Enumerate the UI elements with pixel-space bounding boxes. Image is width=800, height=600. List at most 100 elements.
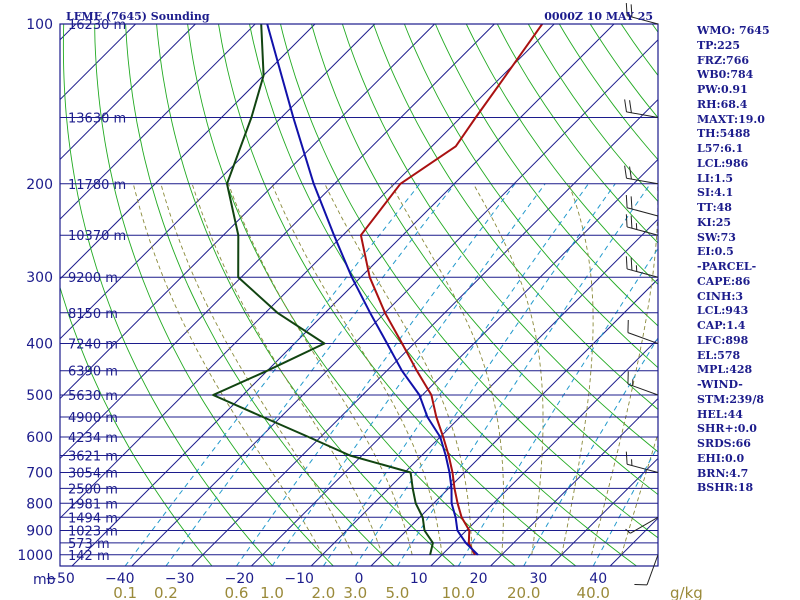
isotherm-line (60, 24, 555, 519)
wind-barb (625, 195, 659, 217)
index-item: PW:0.91 (697, 83, 748, 96)
index-item: SI:4.1 (697, 186, 734, 200)
barb-staff (627, 383, 659, 396)
height-label: 2500 m (68, 482, 118, 497)
dry-adiabat-line (434, 24, 658, 327)
sounding-time: 0000Z 10 MAY 25 (544, 10, 653, 23)
barb-flag (630, 215, 633, 229)
moist-adiabat-line (591, 183, 658, 555)
mixing-ratio-line (271, 183, 546, 566)
dry-adiabat-line (465, 24, 658, 286)
height-label: 10370 m (68, 229, 126, 244)
barb-staff (626, 268, 659, 278)
index-item: WMO: 7645 (697, 24, 770, 37)
pressure-tick-label: 800 (26, 496, 53, 512)
dry-adiabat-line (249, 24, 637, 566)
mixing-ratio-line (354, 183, 616, 566)
height-label: 13630 m (68, 111, 126, 126)
index-item: CINH:3 (697, 289, 744, 303)
index-item: MPL:428 (697, 363, 753, 377)
barb-staff (626, 111, 659, 118)
dry-adiabat-line (187, 24, 516, 566)
temperature-trace (359, 24, 544, 556)
wind-barb (625, 3, 659, 25)
pressure-tick-label: 500 (26, 388, 53, 404)
mixing-ratio-line (124, 183, 421, 566)
index-item: CAP:1.4 (697, 319, 746, 332)
index-item: LFC:898 (697, 333, 749, 347)
isotherm-line (550, 457, 658, 566)
temperature-tick-label: 30 (529, 571, 547, 587)
index-item: BSHR:18 (697, 481, 754, 495)
index-item: TH:5488 (697, 127, 751, 141)
index-item: -WIND- (697, 378, 743, 391)
dry-adiabat-line (125, 24, 395, 566)
pressure-unit-label: mb (33, 572, 56, 588)
index-item: KI:25 (697, 215, 732, 229)
index-item: TT:48 (697, 201, 732, 214)
index-item: SW:73 (697, 230, 736, 244)
barb-flag (630, 4, 633, 18)
dry-adiabat-line (372, 24, 658, 411)
temperature-tick-label: −20 (225, 571, 255, 587)
temperature-tick-label: 10 (410, 571, 428, 587)
isotherm-line (430, 338, 658, 566)
height-label: 573 m (68, 537, 110, 552)
sounding-traces (212, 24, 544, 556)
mixing-ratio-tick-label: 0.2 (154, 584, 178, 600)
index-item: SRDS:66 (697, 437, 751, 450)
isotherm-line (60, 24, 196, 161)
pressure-tick-label: 300 (26, 270, 53, 286)
height-label: 1023 m (68, 524, 118, 539)
barb-staff (626, 226, 659, 236)
mixing-ratio-tick-label: 0.6 (225, 584, 249, 600)
isotherm-line (60, 24, 435, 400)
dry-adiabat-line (341, 24, 658, 453)
wind-barb (625, 516, 659, 534)
pressure-tick-label: 900 (26, 523, 53, 539)
barb-flag (629, 100, 632, 113)
dry-adiabat-line (60, 285, 213, 566)
index-item: SHR+:0.0 (697, 422, 757, 436)
mixing-ratio-tick-label: 40.0 (577, 584, 610, 600)
stability-indices-panel: WMO: 7645 TP:225 FRZ:766 WB0:784 PW:0.91 RH:6… (697, 24, 797, 496)
height-label: 7240 m (68, 338, 118, 353)
dry-adiabat-line (218, 24, 577, 566)
mixing-ratio-line (523, 337, 658, 566)
wind-barb (634, 554, 659, 586)
index-item: BRN:4.7 (697, 466, 749, 480)
barb-staff (630, 516, 659, 534)
index-item: TP:225 (697, 38, 741, 52)
mixing-ratio-line (236, 183, 516, 566)
index-item: STM:239/8 (697, 392, 764, 406)
mixing-ratio-tick-label: 2.0 (312, 584, 336, 600)
parcel-trace (266, 24, 479, 556)
barb-flag (629, 166, 632, 180)
dewpoint-trace (212, 24, 434, 556)
height-label: 6390 m (68, 365, 118, 380)
moist-adiabat-line (473, 183, 544, 555)
dry-adiabat-line (558, 24, 658, 161)
wind-barbs (624, 3, 659, 586)
isotherm-line (71, 24, 615, 566)
barb-staff (626, 207, 659, 217)
mixing-ratio-tick-label: 0.1 (113, 584, 137, 600)
height-label: 4900 m (68, 411, 118, 426)
dry-adiabat-line (280, 24, 658, 539)
height-label: 1981 m (68, 497, 118, 512)
barb-flag (630, 196, 633, 210)
height-label: 3621 m (68, 449, 118, 464)
barb-flag (624, 99, 627, 112)
dry-adiabat-line (156, 24, 455, 566)
index-item: EL:578 (697, 348, 741, 362)
wind-barb (624, 99, 659, 118)
dry-adiabat-line (496, 24, 658, 244)
isotherm-line (251, 158, 658, 566)
pressure-tick-label: 100 (26, 17, 53, 33)
dry-adiabat-line (403, 24, 658, 369)
pressure-tick-label: 200 (26, 177, 53, 193)
height-label: 11780 m (68, 178, 126, 193)
moist-adiabat-line (390, 183, 505, 555)
barb-flag (625, 195, 628, 208)
